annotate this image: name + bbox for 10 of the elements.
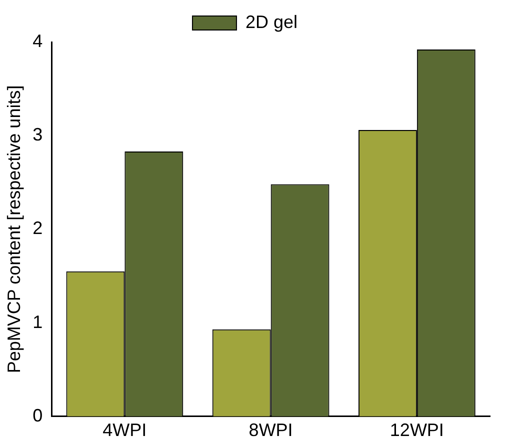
x-tick-label: 12WPI bbox=[390, 420, 444, 440]
y-tick-label: 0 bbox=[32, 405, 43, 426]
y-axis-title: PepMVCP content [respective units] bbox=[4, 85, 24, 374]
legend-label: 2D gel bbox=[245, 12, 298, 32]
x-tick-label: 8WPI bbox=[248, 420, 293, 440]
y-tick-label: 4 bbox=[32, 30, 43, 51]
y-tick-label: 3 bbox=[32, 124, 43, 145]
x-tick-label: 4WPI bbox=[102, 420, 147, 440]
y-tick-label: 2 bbox=[32, 218, 43, 238]
y-tick-label: 1 bbox=[32, 312, 43, 332]
